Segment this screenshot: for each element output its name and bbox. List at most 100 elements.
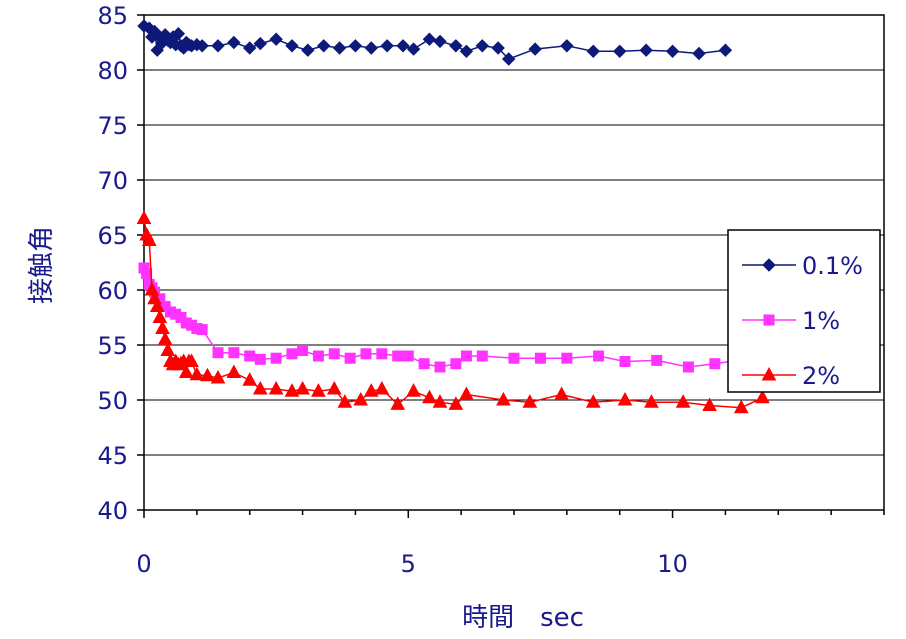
data-point <box>422 389 437 404</box>
data-point <box>755 389 770 404</box>
data-point <box>328 348 340 360</box>
data-point <box>475 39 489 53</box>
legend-label: 2% <box>802 362 840 390</box>
data-point <box>380 39 394 53</box>
y-tick-label: 55 <box>97 332 128 360</box>
data-point <box>211 39 225 53</box>
data-point <box>200 367 215 382</box>
data-point <box>733 399 749 414</box>
data-point <box>396 39 410 53</box>
data-point <box>311 383 326 397</box>
legend-entry: 2% <box>742 362 840 390</box>
data-point <box>332 41 347 55</box>
series-line <box>143 218 763 409</box>
data-point <box>502 52 516 66</box>
legend-label: 1% <box>802 307 840 335</box>
data-point <box>392 350 404 362</box>
data-point <box>433 34 447 49</box>
data-point <box>619 356 631 367</box>
data-point <box>227 35 241 50</box>
data-point <box>406 42 421 56</box>
x-tick-label: 0 <box>136 550 151 578</box>
data-point <box>152 309 168 323</box>
data-point <box>244 350 256 362</box>
data-point <box>593 350 605 362</box>
data-point <box>284 383 300 397</box>
data-point <box>253 36 267 51</box>
y-tick-label: 70 <box>97 167 128 195</box>
data-point <box>476 350 488 362</box>
legend-swatch-marker <box>763 314 775 326</box>
data-point <box>528 42 542 56</box>
data-point <box>195 39 209 53</box>
y-tick-label: 45 <box>97 442 128 470</box>
data-point <box>196 324 208 336</box>
data-point <box>269 32 283 46</box>
x-axis-title: 時間 sec <box>462 603 584 633</box>
x-tick-label: 10 <box>657 550 688 578</box>
data-point <box>376 348 388 360</box>
data-point <box>422 32 437 46</box>
data-point <box>160 342 176 356</box>
grid-lines <box>144 69 884 456</box>
series-1 <box>138 262 758 373</box>
data-point <box>254 353 266 365</box>
x-tick-label: 5 <box>401 550 416 578</box>
y-tick-label: 50 <box>97 387 128 415</box>
data-point <box>141 232 157 246</box>
legend-entry: 1% <box>742 307 840 335</box>
data-point <box>286 348 298 360</box>
data-point <box>665 44 680 59</box>
data-point <box>178 364 194 378</box>
data-point <box>554 386 569 400</box>
data-point <box>639 43 653 57</box>
series-0 <box>137 19 733 66</box>
data-point <box>460 350 472 362</box>
series-2 <box>136 210 770 414</box>
y-axis: 40 45 50 55 60 65 70 75 80 85 <box>97 2 144 525</box>
data-point <box>297 345 309 356</box>
data-point <box>459 44 474 59</box>
y-tick-label: 80 <box>97 57 128 85</box>
data-point <box>155 320 170 334</box>
data-point <box>242 372 258 386</box>
data-point <box>702 397 717 411</box>
data-point <box>491 41 505 55</box>
legend-entry: 0.1% <box>742 252 863 280</box>
data-point <box>613 44 627 59</box>
data-point <box>675 394 691 408</box>
y-tick-label: 60 <box>97 277 128 305</box>
data-point <box>522 394 538 408</box>
data-point <box>560 39 574 53</box>
data-point <box>353 391 369 406</box>
data-point <box>344 352 356 364</box>
data-point <box>364 41 378 55</box>
y-tick-label: 85 <box>97 2 128 30</box>
series-layer <box>136 19 770 414</box>
x-axis: 0 5 10 <box>136 510 885 578</box>
data-point <box>228 347 240 359</box>
data-point <box>692 46 706 61</box>
data-point <box>434 361 446 373</box>
data-point <box>150 43 164 57</box>
data-point <box>268 380 284 395</box>
data-point <box>326 380 342 395</box>
data-point <box>270 352 282 364</box>
data-point <box>448 396 464 410</box>
data-point <box>496 391 511 406</box>
data-point <box>406 383 421 397</box>
data-point <box>449 39 463 53</box>
data-point <box>709 358 721 370</box>
data-point <box>644 394 659 408</box>
legend-swatch-marker <box>761 366 777 381</box>
data-point <box>317 39 331 53</box>
data-point <box>682 361 694 373</box>
data-point <box>136 210 152 224</box>
y-tick-label: 40 <box>97 497 128 525</box>
data-point <box>374 380 390 395</box>
data-point <box>184 353 199 367</box>
data-point <box>348 39 363 53</box>
data-point <box>360 348 372 360</box>
data-point <box>390 396 406 410</box>
